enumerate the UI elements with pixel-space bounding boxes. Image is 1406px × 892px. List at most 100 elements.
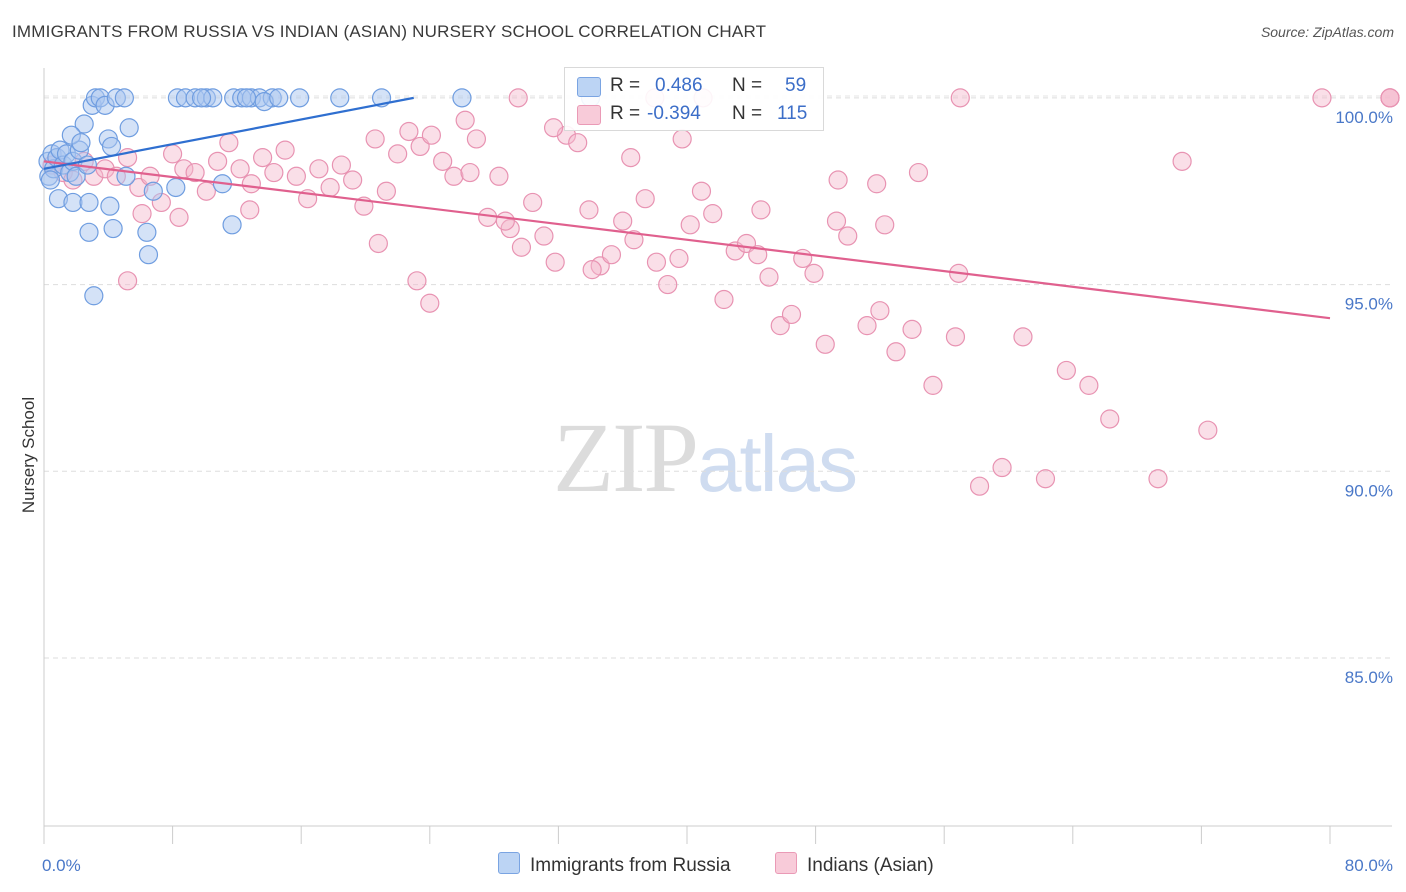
- indian-point: [368, 233, 388, 254]
- russia-point: [79, 222, 99, 242]
- indian-point: [867, 174, 887, 194]
- indian-point: [132, 204, 152, 224]
- legend-swatch-russia: [577, 77, 601, 97]
- indian-point: [1380, 88, 1400, 108]
- indian-point: [309, 159, 329, 179]
- watermark-zip: ZIP: [553, 402, 699, 513]
- bottom-legend-indian: Indians (Asian): [775, 852, 934, 877]
- indian-point: [253, 148, 273, 168]
- indian-point: [568, 133, 588, 153]
- indian-point: [460, 162, 480, 183]
- indian-point: [320, 177, 340, 198]
- russia-point: [191, 88, 212, 108]
- legend-n-value-russia: 59: [785, 75, 807, 96]
- indian-point: [466, 129, 487, 149]
- indian-point: [759, 267, 779, 287]
- indian-point: [286, 166, 306, 186]
- indian-point: [781, 304, 802, 325]
- y-tick-label: 95.0%: [1345, 295, 1393, 314]
- chart-title: IMMIGRANTS FROM RUSSIA VS INDIAN (ASIAN)…: [12, 22, 767, 41]
- indian-point: [545, 252, 565, 272]
- indian-point: [219, 133, 239, 153]
- russia-point: [40, 170, 61, 190]
- indian-point: [902, 319, 922, 339]
- russia-point: [137, 222, 157, 242]
- source-label: Source: ZipAtlas.com: [1260, 24, 1394, 40]
- indian-point: [534, 226, 554, 246]
- y-tick-label: 100.0%: [1335, 108, 1393, 127]
- indian-point: [275, 140, 295, 160]
- russia-point: [114, 88, 134, 108]
- legend-n-label: N =: [732, 103, 763, 124]
- indian-point: [365, 129, 385, 149]
- russia-point: [143, 181, 163, 201]
- indian-point: [945, 327, 966, 347]
- indian-point: [208, 151, 228, 171]
- indian-point: [1013, 327, 1033, 347]
- y-axis-title: Nursery School: [19, 397, 38, 513]
- indian-point: [230, 159, 250, 179]
- legend-r-value-indian: -0.394: [647, 103, 701, 124]
- indian-point: [489, 166, 509, 186]
- indian-point: [751, 200, 771, 220]
- indian-point: [508, 88, 528, 108]
- indian-point: [117, 271, 138, 291]
- indian-point: [838, 226, 858, 246]
- indian-point: [804, 263, 824, 283]
- indian-point: [1198, 420, 1218, 440]
- bottom-legend-swatch-indian: [775, 852, 797, 874]
- indian-point: [495, 211, 515, 231]
- russia-point: [138, 245, 159, 265]
- watermark-atlas: atlas: [697, 419, 858, 508]
- indian-point: [240, 200, 260, 220]
- indian-point: [421, 125, 442, 145]
- indian-trend-line: [43, 160, 1331, 320]
- bottom-legend-swatch-russia: [498, 852, 520, 874]
- indian-point: [1035, 469, 1056, 489]
- y-tick-label: 90.0%: [1345, 481, 1393, 500]
- bottom-legend-label-russia: Immigrants from Russia: [530, 855, 731, 876]
- russia-point: [103, 218, 123, 239]
- indian-point: [621, 148, 641, 168]
- indian-point: [992, 457, 1012, 478]
- russia-point: [100, 196, 120, 216]
- russia-point: [269, 88, 289, 108]
- indian-point: [1172, 151, 1192, 171]
- indian-point: [672, 129, 692, 149]
- indian-point: [511, 237, 532, 257]
- indian-point: [815, 334, 835, 354]
- indian-point: [1100, 409, 1120, 429]
- indian-point: [669, 248, 689, 269]
- indian-point: [826, 211, 847, 231]
- indian-point: [582, 260, 602, 280]
- indian-point: [455, 110, 475, 130]
- bottom-legend-label-indian: Indians (Asian): [807, 855, 934, 876]
- russia-point: [330, 88, 350, 108]
- indian-point: [163, 144, 183, 164]
- indian-point: [241, 174, 261, 194]
- russia-point: [74, 114, 94, 134]
- indian-point: [658, 274, 678, 295]
- x-tick-label-max: 80.0%: [1345, 856, 1393, 875]
- indian-point: [444, 166, 464, 186]
- russia-point: [63, 192, 83, 213]
- indian-point: [870, 301, 890, 321]
- indian-point: [169, 207, 189, 227]
- russia-point: [236, 88, 257, 108]
- legend-swatch-indian: [577, 105, 601, 125]
- indian-point: [264, 162, 284, 183]
- legend-n-label: N =: [732, 75, 763, 96]
- legend-n-value-indian: 115: [777, 103, 808, 124]
- x-tick-label-min: 0.0%: [42, 856, 81, 875]
- indian-point: [680, 215, 700, 235]
- indian-point: [748, 245, 768, 265]
- indian-point: [433, 151, 453, 171]
- indian-point: [543, 118, 564, 138]
- russia-point: [71, 133, 91, 153]
- russia-point: [84, 286, 104, 306]
- indian-point: [601, 245, 622, 265]
- indian-point: [376, 181, 396, 201]
- russia-point: [79, 192, 99, 213]
- indian-point: [646, 252, 667, 272]
- indian-point: [969, 476, 990, 496]
